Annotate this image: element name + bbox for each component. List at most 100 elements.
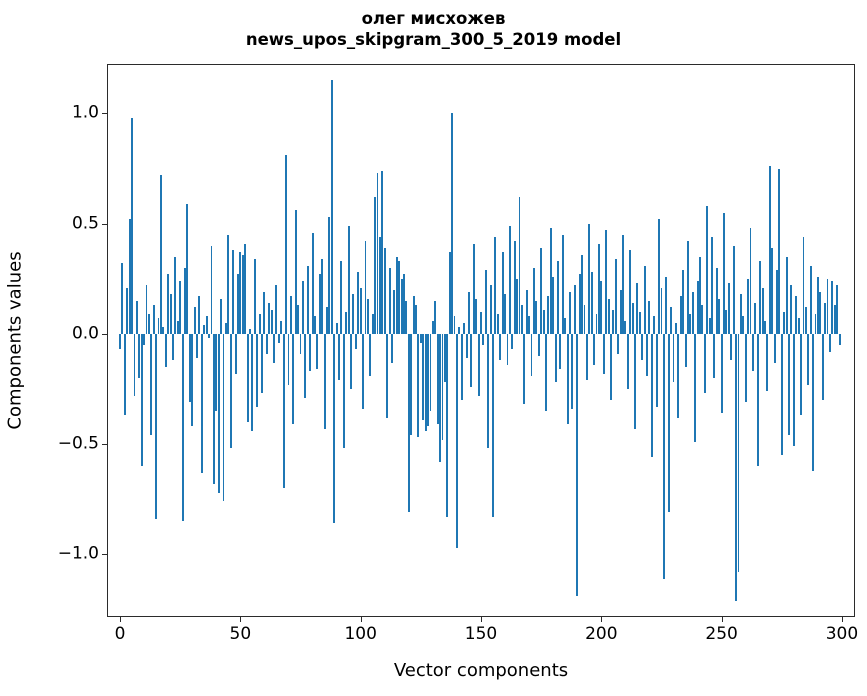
bar — [369, 333, 372, 376]
bar — [374, 197, 377, 334]
bar — [691, 292, 694, 334]
x-axis-label: Vector components — [107, 660, 855, 681]
bar — [689, 314, 692, 334]
bar — [696, 280, 699, 334]
bar — [455, 333, 458, 548]
bar — [684, 333, 687, 367]
bar — [453, 316, 456, 334]
bar — [788, 333, 790, 436]
bar — [725, 309, 728, 334]
bar — [126, 287, 129, 334]
bar — [313, 316, 316, 334]
bar — [554, 333, 557, 383]
bar — [220, 298, 223, 334]
bar — [581, 254, 584, 334]
y-axis-tick-label: 0.0 — [71, 323, 99, 344]
bar — [253, 258, 256, 334]
bar — [152, 305, 155, 334]
x-axis-tick — [481, 616, 482, 622]
bar — [614, 258, 617, 334]
bar — [573, 285, 576, 334]
bar — [665, 276, 668, 334]
bar — [499, 333, 502, 361]
bar — [236, 274, 239, 334]
bar — [492, 333, 494, 517]
bar — [672, 333, 675, 383]
bar — [261, 333, 263, 394]
bar — [809, 265, 812, 334]
bar — [285, 155, 288, 334]
bar — [135, 300, 138, 334]
bar — [831, 280, 834, 334]
bar — [511, 333, 514, 350]
bar — [520, 305, 523, 334]
bar — [480, 311, 482, 334]
bar — [470, 333, 473, 387]
bar — [634, 333, 636, 429]
bar — [819, 292, 822, 334]
x-axis-tick — [240, 616, 242, 622]
bar — [629, 250, 632, 334]
bar — [715, 267, 718, 334]
bar — [174, 256, 177, 334]
bar — [205, 316, 208, 334]
bar — [776, 269, 778, 334]
x-axis-tick — [841, 616, 843, 622]
bar — [557, 261, 559, 334]
bar — [566, 333, 569, 425]
plot-axes: −1.0 −0.5 0.0 0.5 1.0 0 50 100 150 200 250 300 — [58, 64, 858, 643]
bar — [662, 333, 665, 579]
x-axis-tick-label: 0 — [114, 624, 126, 644]
bar — [333, 333, 336, 524]
bar — [419, 333, 422, 343]
y-axis-label-text: Components values — [4, 251, 26, 430]
bar — [617, 333, 620, 354]
bar — [742, 316, 745, 334]
bar — [677, 333, 680, 418]
chart-title-line-2: news_upos_skipgram_300_5_2019 model — [245, 30, 622, 49]
bar — [561, 234, 564, 334]
x-axis-tick — [120, 616, 122, 622]
bar — [660, 287, 663, 334]
bar — [268, 303, 271, 334]
chart-title-line-1: олег мисхожев — [361, 9, 506, 28]
y-axis-tick-label: 1.0 — [71, 102, 99, 123]
bar — [593, 333, 596, 365]
bar — [754, 303, 757, 334]
bar — [398, 261, 401, 334]
bar — [513, 241, 516, 334]
bar — [328, 217, 331, 334]
bar — [133, 333, 136, 396]
bar — [816, 276, 819, 334]
bar — [833, 305, 836, 334]
bar — [311, 232, 314, 334]
bar — [138, 333, 141, 378]
bar — [484, 269, 487, 334]
bar — [159, 175, 162, 334]
bar — [222, 333, 225, 502]
bar — [826, 278, 829, 334]
bar — [711, 236, 713, 334]
bar — [157, 318, 160, 334]
bar — [523, 333, 526, 405]
bar — [804, 307, 807, 334]
bar — [605, 230, 608, 334]
bar — [674, 322, 677, 334]
bar — [790, 285, 793, 334]
bar — [147, 314, 150, 334]
bar — [516, 278, 519, 334]
bar — [780, 333, 783, 456]
bar — [451, 113, 454, 334]
bar — [763, 320, 766, 334]
bar — [359, 287, 362, 334]
bar — [131, 117, 134, 334]
chart-title: олег мисхожев news_upos_skipgram_300_5_2… — [0, 8, 867, 50]
bar — [270, 309, 273, 334]
x-axis-tick-label: 300 — [825, 624, 859, 644]
bar — [535, 300, 538, 334]
bar — [386, 333, 389, 418]
bar — [350, 333, 352, 389]
bar — [482, 333, 485, 345]
bar — [619, 289, 622, 334]
bar — [838, 333, 841, 345]
